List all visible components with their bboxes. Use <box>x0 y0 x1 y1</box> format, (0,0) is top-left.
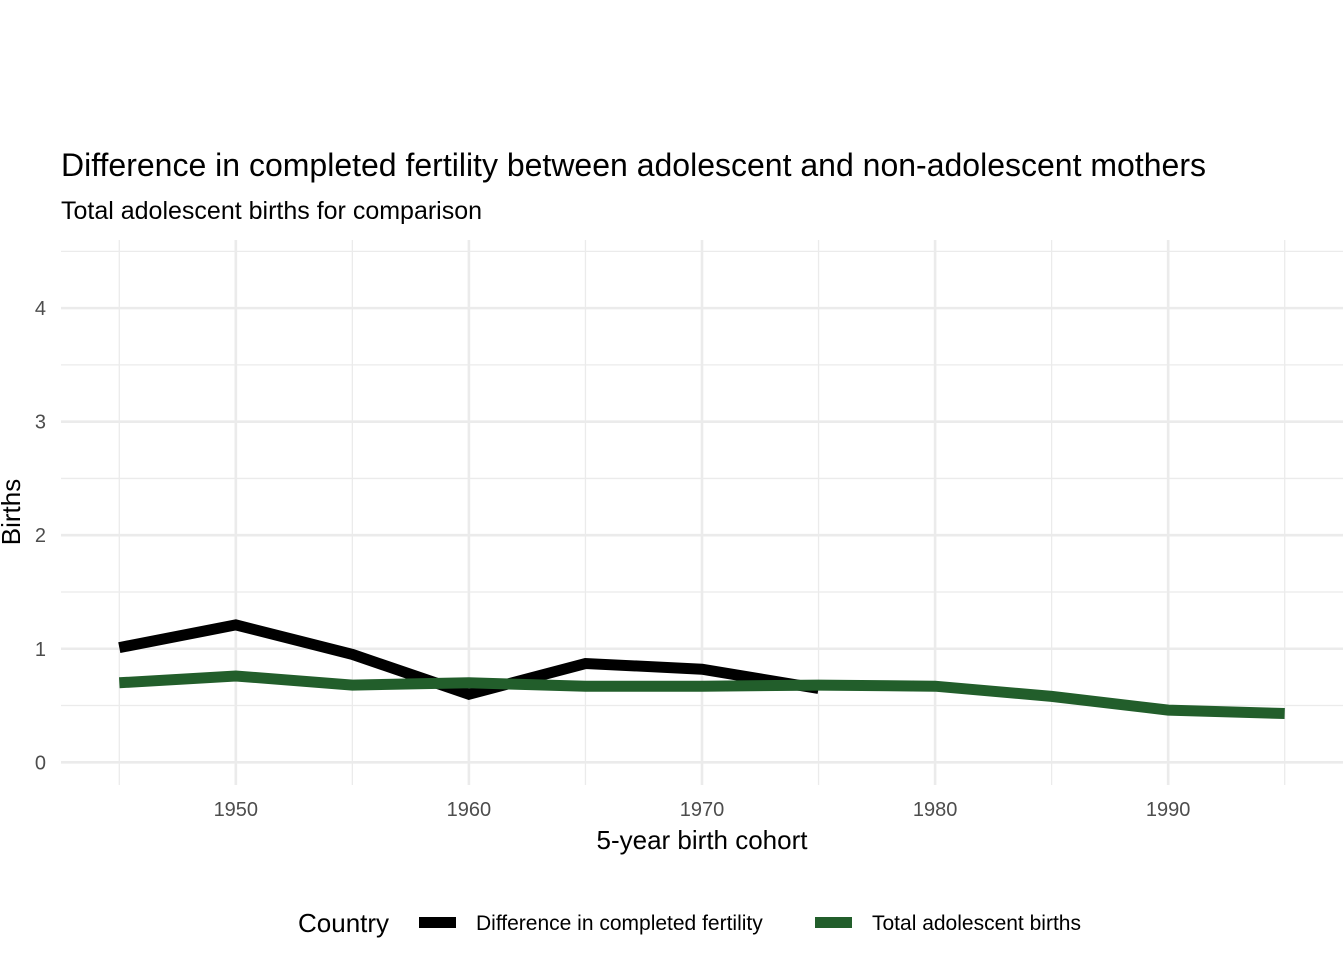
legend-label-difference-in-completed-fertility: Difference in completed fertility <box>476 912 763 935</box>
x-tick-label: 1960 <box>447 799 492 821</box>
chart-title: Difference in completed fertility betwee… <box>61 147 1206 183</box>
legend-key-total-adolescent-births <box>815 917 852 928</box>
y-tick-label: 2 <box>35 525 46 547</box>
series-line-difference-in-completed-fertility <box>118 619 820 700</box>
x-tick-label: 1950 <box>214 799 259 821</box>
y-tick-label: 4 <box>35 298 46 320</box>
legend-key-difference-in-completed-fertility <box>419 917 456 928</box>
x-tick-label: 1990 <box>1146 799 1191 821</box>
y-axis-title: Births <box>0 479 26 545</box>
grid <box>61 240 1343 785</box>
x-axis-ticks: 1950 1960 1970 1980 1990 <box>214 799 1191 821</box>
y-tick-label: 1 <box>35 639 46 661</box>
y-tick-label: 3 <box>35 412 46 434</box>
y-axis-ticks: 0 1 2 3 4 <box>35 298 46 774</box>
x-tick-label: 1980 <box>913 799 958 821</box>
y-tick-label: 0 <box>35 752 46 774</box>
series-lines <box>118 619 1285 719</box>
series-line-total-adolescent-births <box>118 670 1285 719</box>
legend: Country Difference in completed fertilit… <box>298 908 1081 938</box>
chart-subtitle: Total adolescent births for comparison <box>61 197 482 225</box>
legend-label-total-adolescent-births: Total adolescent births <box>872 912 1081 935</box>
legend-title: Country <box>298 908 389 938</box>
x-tick-label: 1970 <box>680 799 725 821</box>
x-axis-title: 5-year birth cohort <box>597 825 809 855</box>
